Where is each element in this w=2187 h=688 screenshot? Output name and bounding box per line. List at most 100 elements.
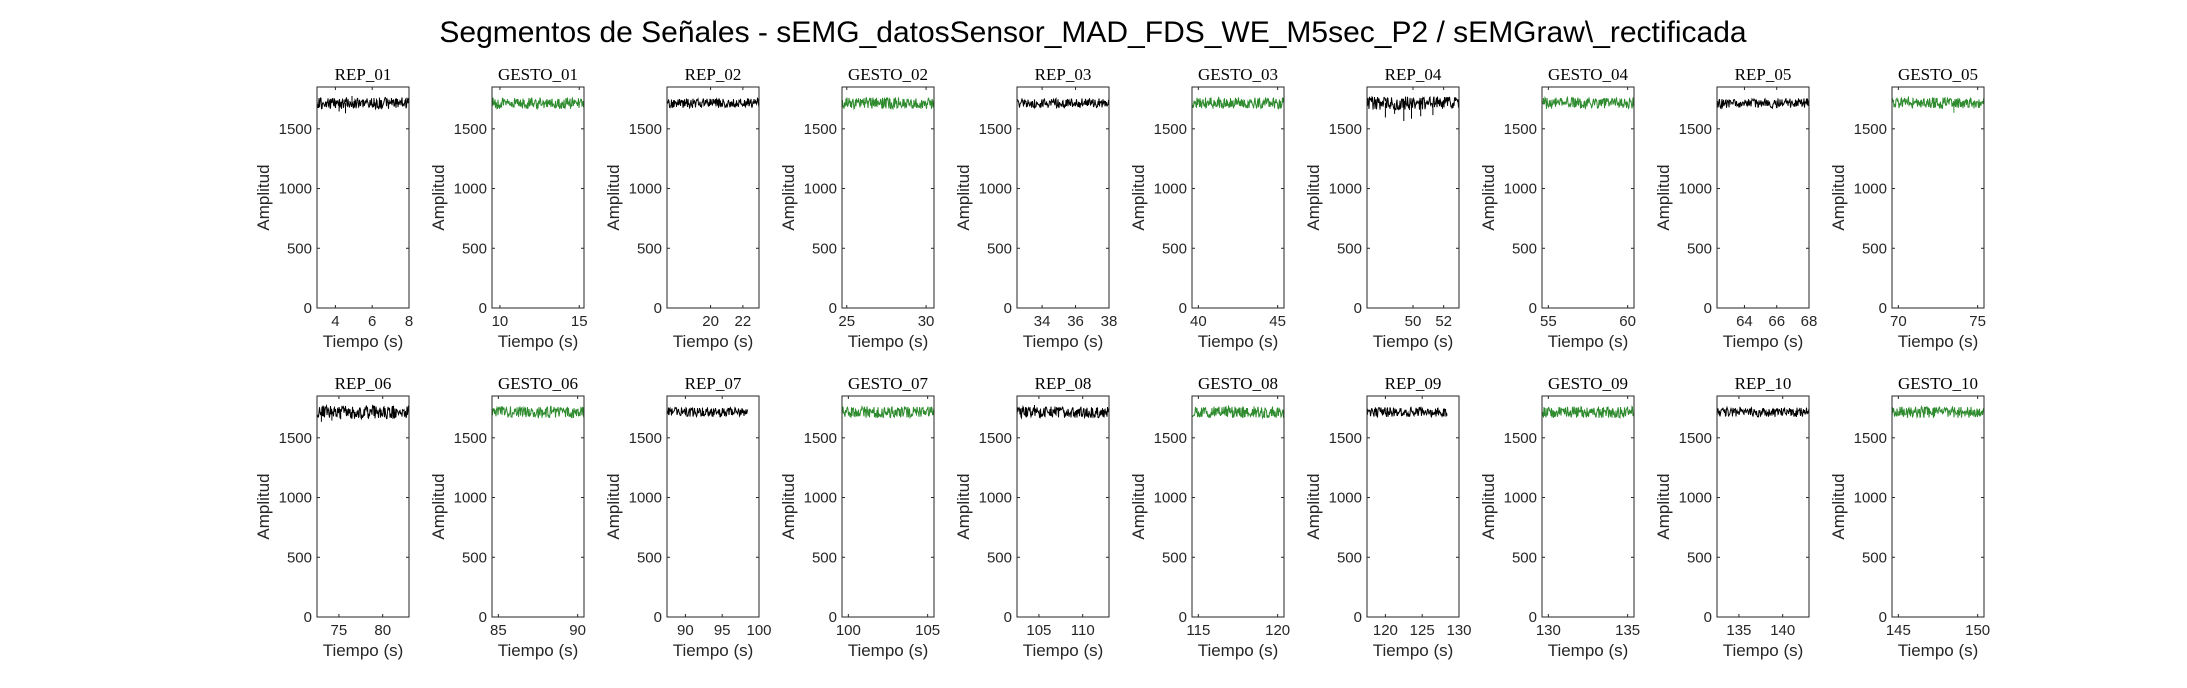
y-tick-label: 1500 <box>1154 430 1187 447</box>
subplot-rep_02: 0 500 1000 1500 20 22 REP_02 Tiempo (s) Amplitud <box>604 65 760 351</box>
y-tick-label: 500 <box>1687 549 1712 566</box>
signal-trace <box>1191 96 1285 110</box>
x-axis-label: Tiempo (s) <box>1898 641 1979 660</box>
x-tick-label: 36 <box>1067 313 1084 330</box>
y-tick-label: 1000 <box>279 490 312 507</box>
y-tick-label: 0 <box>1704 300 1712 317</box>
subplot-title: REP_07 <box>685 374 742 393</box>
signal-trace <box>1716 97 1810 110</box>
x-tick-label: 50 <box>1405 313 1422 330</box>
y-axis-label: Amplitud <box>1304 473 1323 539</box>
y-axis-label: Amplitud <box>1479 164 1498 230</box>
y-axis-label: Amplitud <box>779 164 798 230</box>
x-tick-label: 140 <box>1770 622 1795 639</box>
signal-trace <box>1016 404 1110 420</box>
x-tick-label: 66 <box>1768 313 1785 330</box>
x-axis-label: Tiempo (s) <box>673 332 754 351</box>
y-tick-label: 1000 <box>629 490 662 507</box>
y-tick-label: 1000 <box>1854 490 1887 507</box>
x-axis-label: Tiempo (s) <box>1723 332 1804 351</box>
axes-box <box>1541 86 1635 309</box>
x-axis-label: Tiempo (s) <box>1373 332 1454 351</box>
y-tick-label: 0 <box>829 300 837 317</box>
y-tick-label: 0 <box>304 300 312 317</box>
x-tick-label: 130 <box>1446 622 1471 639</box>
x-axis-label: Tiempo (s) <box>1373 641 1454 660</box>
y-tick-label: 500 <box>1337 240 1362 257</box>
y-tick-label: 1000 <box>454 181 487 198</box>
axes-box <box>316 395 410 618</box>
y-tick-label: 500 <box>812 549 837 566</box>
y-tick-label: 1000 <box>279 181 312 198</box>
y-tick-label: 1500 <box>629 430 662 447</box>
x-tick-label: 30 <box>918 313 935 330</box>
y-tick-label: 500 <box>987 240 1012 257</box>
x-tick-label: 64 <box>1736 313 1753 330</box>
y-tick-label: 500 <box>1862 549 1887 566</box>
subplot-rep_03: 0 500 1000 1500 34 36 38 REP_03 Tiempo (s) Amplit… <box>954 65 1117 351</box>
signal-trace <box>316 403 410 422</box>
y-axis-label: Amplitud <box>429 164 448 230</box>
subplot-rep_01: 0 500 1000 1500 4 6 8 REP_01 Tiempo (s) Amplitud <box>254 65 413 351</box>
subplot-title: GESTO_03 <box>1198 65 1278 84</box>
y-tick-label: 1000 <box>629 181 662 198</box>
subplot-gesto_06: 0 500 1000 1500 85 90 GESTO_06 Tiempo (s) Amplit… <box>429 374 586 660</box>
x-tick-label: 105 <box>1026 622 1051 639</box>
signal-trace <box>491 405 585 419</box>
x-tick-label: 22 <box>735 313 752 330</box>
x-tick-label: 60 <box>1619 313 1636 330</box>
subplot-rep_07: 0 500 1000 1500 90 95 100 REP_07 Tiempo (s) Ampli… <box>604 374 772 660</box>
x-axis-label: Tiempo (s) <box>1198 641 1279 660</box>
y-tick-label: 0 <box>1529 609 1537 626</box>
figure-title: Segmentos de Señales - sEMG_datosSensor_… <box>439 16 1747 49</box>
signal-trace <box>666 96 760 110</box>
x-tick-label: 52 <box>1435 313 1452 330</box>
signal-trace <box>316 96 410 114</box>
y-tick-label: 500 <box>1687 240 1712 257</box>
y-tick-label: 1000 <box>1679 490 1712 507</box>
x-tick-label: 85 <box>490 622 507 639</box>
x-axis-label: Tiempo (s) <box>848 332 929 351</box>
subplot-rep_08: 0 500 1000 1500 105 110 REP_08 Tiempo (s) Amplit… <box>954 374 1110 660</box>
y-tick-label: 1000 <box>1329 181 1362 198</box>
y-tick-label: 1500 <box>1504 121 1537 138</box>
x-tick-label: 100 <box>746 622 771 639</box>
axes-box <box>491 86 585 309</box>
y-axis-label: Amplitud <box>1479 473 1498 539</box>
axes-box <box>1891 395 1985 618</box>
x-tick-label: 68 <box>1801 313 1818 330</box>
signal-trace <box>1891 95 1985 113</box>
y-tick-label: 500 <box>1162 240 1187 257</box>
y-axis-label: Amplitud <box>954 164 973 230</box>
signal-trace <box>666 406 748 419</box>
x-axis-label: Tiempo (s) <box>1023 332 1104 351</box>
x-tick-label: 120 <box>1265 622 1290 639</box>
signal-trace <box>1541 405 1635 420</box>
subplot-title: GESTO_01 <box>498 65 578 84</box>
signal-trace <box>1366 95 1460 121</box>
x-axis-label: Tiempo (s) <box>1548 332 1629 351</box>
y-tick-label: 500 <box>1512 240 1537 257</box>
y-tick-label: 0 <box>479 300 487 317</box>
y-axis-label: Amplitud <box>1304 164 1323 230</box>
axes-box <box>666 395 760 618</box>
y-tick-label: 1500 <box>279 430 312 447</box>
y-tick-label: 500 <box>1512 549 1537 566</box>
x-axis-label: Tiempo (s) <box>1198 332 1279 351</box>
axes-box <box>666 86 760 309</box>
axes-box <box>841 86 935 309</box>
x-axis-label: Tiempo (s) <box>1548 641 1629 660</box>
y-tick-label: 0 <box>654 300 662 317</box>
x-tick-label: 100 <box>836 622 861 639</box>
subplot-title: REP_10 <box>1735 374 1792 393</box>
y-tick-label: 500 <box>287 549 312 566</box>
signal-trace <box>491 96 585 111</box>
x-tick-label: 38 <box>1101 313 1118 330</box>
signal-trace <box>1542 95 1635 110</box>
x-tick-label: 8 <box>405 313 413 330</box>
x-tick-label: 95 <box>714 622 731 639</box>
y-axis-label: Amplitud <box>954 473 973 539</box>
subplot-gesto_05: 0 500 1000 1500 70 75 GESTO_05 Tiempo (s) Amplit… <box>1829 65 1986 351</box>
x-tick-label: 75 <box>1969 313 1986 330</box>
